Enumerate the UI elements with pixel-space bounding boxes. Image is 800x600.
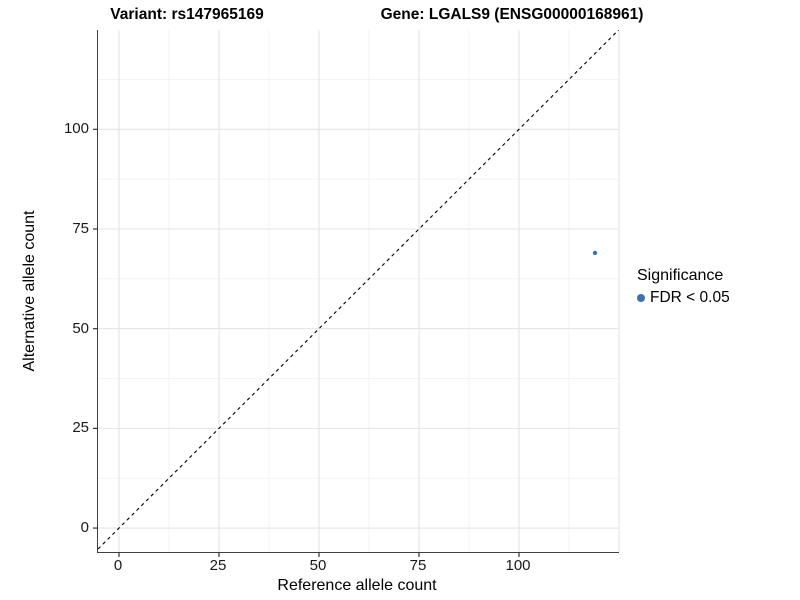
- legend-title: Significance: [637, 267, 724, 284]
- x-tick-label: 100: [505, 557, 531, 574]
- y-tick-label: 100: [63, 120, 89, 138]
- y-tick-label: 0: [80, 519, 89, 537]
- legend-item: FDR < 0.05: [637, 289, 730, 307]
- legend: Significance FDR < 0.05: [637, 267, 730, 307]
- legend-point-icon: [637, 294, 645, 302]
- y-axis-title: Alternative allele count: [21, 210, 38, 372]
- scatter-plot-canvas: [93, 30, 620, 557]
- plot-title-variant: Variant: rs147965169: [110, 6, 264, 23]
- x-tick-label: 25: [209, 557, 227, 574]
- y-tick-label: 50: [72, 319, 89, 337]
- identity-line: [98, 30, 619, 550]
- x-tick-label: 75: [409, 557, 427, 574]
- x-tick-label: 50: [309, 557, 327, 574]
- x-tick-label: 0: [113, 557, 123, 574]
- x-axis-title: Reference allele count: [277, 577, 437, 594]
- plot-panel: [93, 30, 620, 557]
- y-tick-label: 25: [72, 419, 89, 437]
- y-tick-label: 75: [72, 219, 89, 237]
- plot-title-gene: Gene: LGALS9 (ENSG00000168961): [380, 6, 644, 23]
- legend-item-label: FDR < 0.05: [650, 289, 730, 306]
- data-point: [592, 250, 598, 256]
